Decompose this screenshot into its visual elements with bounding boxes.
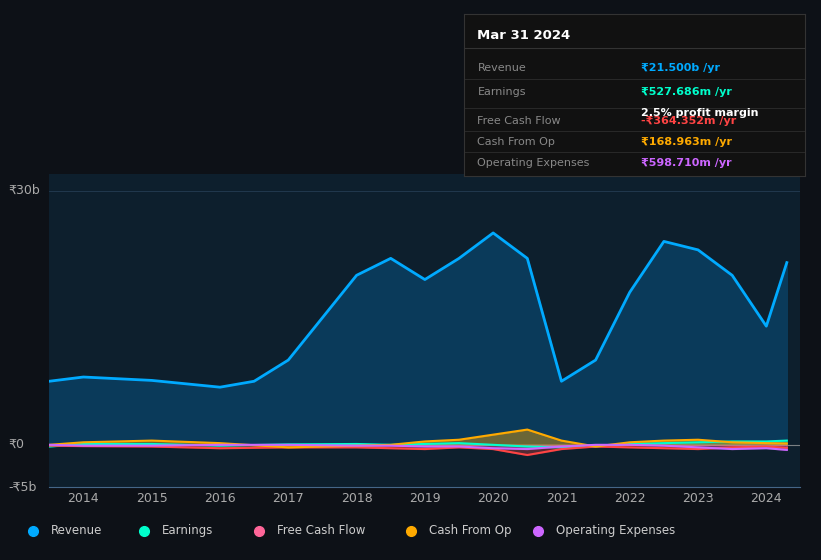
Text: Free Cash Flow: Free Cash Flow [277, 524, 365, 538]
Text: ₹21.500b /yr: ₹21.500b /yr [641, 63, 720, 73]
Text: Earnings: Earnings [162, 524, 213, 538]
Text: Cash From Op: Cash From Op [429, 524, 511, 538]
Text: ₹0: ₹0 [8, 438, 24, 451]
Text: Earnings: Earnings [478, 87, 526, 97]
Text: Operating Expenses: Operating Expenses [478, 158, 589, 169]
Text: Operating Expenses: Operating Expenses [556, 524, 675, 538]
Text: ₹598.710m /yr: ₹598.710m /yr [641, 158, 732, 169]
Text: Cash From Op: Cash From Op [478, 137, 555, 147]
Text: ₹30b: ₹30b [8, 184, 39, 197]
Text: Revenue: Revenue [51, 524, 103, 538]
Text: 2.5% profit margin: 2.5% profit margin [641, 108, 759, 118]
Text: Mar 31 2024: Mar 31 2024 [478, 29, 571, 41]
Text: ₹527.686m /yr: ₹527.686m /yr [641, 87, 732, 97]
Text: -₹5b: -₹5b [8, 480, 36, 494]
Text: Revenue: Revenue [478, 63, 526, 73]
Text: ₹168.963m /yr: ₹168.963m /yr [641, 137, 732, 147]
Text: -₹364.352m /yr: -₹364.352m /yr [641, 116, 736, 126]
Text: Free Cash Flow: Free Cash Flow [478, 116, 561, 126]
